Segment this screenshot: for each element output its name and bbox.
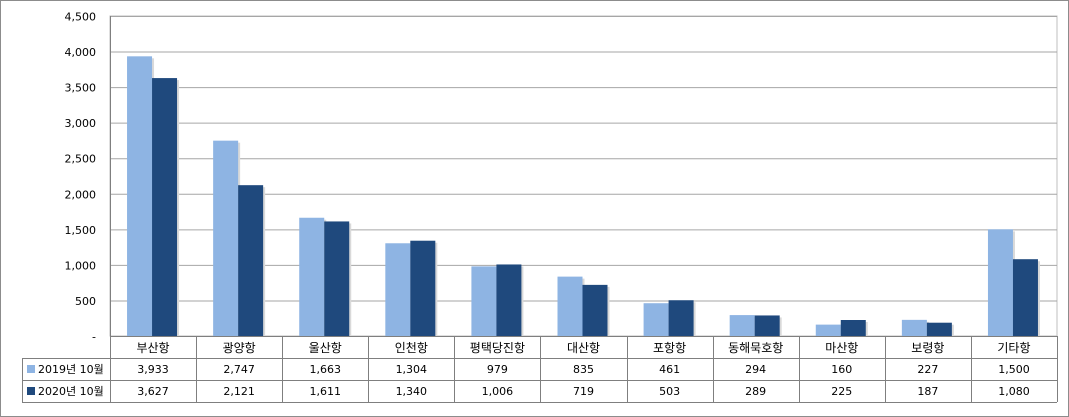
- data-label: 2,121: [223, 385, 255, 398]
- category-label: 동해묵호항: [728, 341, 783, 355]
- bar-2020: [840, 320, 866, 336]
- y-tick-label: 500: [75, 295, 96, 308]
- data-label: 1,080: [998, 385, 1030, 398]
- data-label: 979: [487, 363, 508, 376]
- data-label: 1,304: [396, 363, 428, 376]
- category-label: 광양항: [223, 341, 256, 355]
- data-label: 1,500: [998, 363, 1030, 376]
- data-label: 2,747: [223, 363, 255, 376]
- y-tick-label: 2,500: [65, 153, 97, 166]
- bar-2020: [496, 264, 522, 336]
- y-tick-label: 4,000: [65, 46, 97, 59]
- data-label: 1,006: [482, 385, 514, 398]
- y-tick-label: 1,000: [65, 259, 97, 272]
- category-label: 대산항: [567, 341, 600, 355]
- y-tick-label: 4,500: [65, 11, 97, 24]
- data-label: 835: [573, 363, 594, 376]
- bar-2020: [152, 78, 178, 336]
- category-label: 보령항: [911, 341, 944, 355]
- bar-2020: [754, 315, 780, 336]
- bar-2020: [324, 221, 350, 336]
- category-label: 부산항: [136, 341, 169, 355]
- data-label: 227: [917, 363, 938, 376]
- y-tick-label: 3,000: [65, 117, 97, 130]
- data-label: 1,340: [396, 385, 428, 398]
- category-label: 마산항: [825, 341, 858, 355]
- bar-2019: [385, 243, 411, 336]
- data-label: 3,627: [137, 385, 169, 398]
- data-label: 1,611: [309, 385, 341, 398]
- bar-2019: [557, 276, 583, 336]
- category-label: 평택당진항: [470, 341, 525, 355]
- bar-2019: [643, 303, 669, 336]
- bar-2019: [213, 140, 239, 336]
- legend-key-2019: [27, 365, 35, 373]
- bar-2019: [127, 56, 153, 336]
- data-label: 1,663: [309, 363, 341, 376]
- legend-key-2020: [27, 387, 35, 395]
- data-label: 294: [745, 363, 766, 376]
- y-tick-label: -: [92, 331, 96, 344]
- y-tick-label: 3,500: [65, 82, 97, 95]
- bar-2020: [410, 240, 436, 336]
- category-label: 울산항: [309, 341, 342, 355]
- bar-2019: [815, 324, 841, 336]
- category-label: 기타항: [997, 341, 1030, 355]
- category-label: 포항항: [653, 341, 686, 355]
- series-name: 2019년 10월: [38, 363, 104, 376]
- data-label: 160: [831, 363, 852, 376]
- bar-2019: [299, 217, 325, 336]
- data-label: 225: [831, 385, 852, 398]
- data-label: 461: [659, 363, 680, 376]
- bar-2019: [901, 319, 927, 336]
- bar-2020: [926, 322, 952, 336]
- data-label: 289: [745, 385, 766, 398]
- bar-2020: [238, 185, 264, 336]
- bar-2019: [471, 266, 497, 336]
- bar-2020: [582, 284, 608, 336]
- data-label: 503: [659, 385, 680, 398]
- bar-2019: [987, 229, 1013, 336]
- data-label: 719: [573, 385, 594, 398]
- bar-2020: [1012, 259, 1038, 336]
- category-label: 인천항: [395, 340, 428, 355]
- data-label: 3,933: [137, 363, 169, 376]
- bar-2019: [729, 315, 755, 336]
- bar-2020: [668, 300, 694, 336]
- data-label: 187: [917, 385, 938, 398]
- y-tick-label: 2,000: [65, 188, 97, 201]
- y-tick-label: 1,500: [65, 224, 97, 237]
- series-name: 2020년 10월: [38, 385, 104, 398]
